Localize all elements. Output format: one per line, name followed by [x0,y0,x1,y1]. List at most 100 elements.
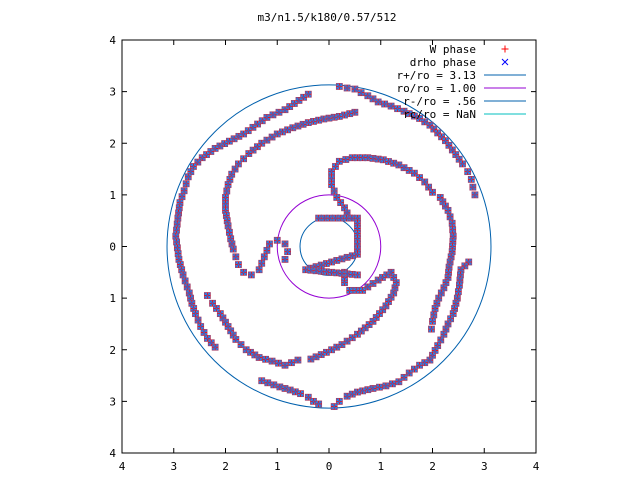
data-point [445,141,453,149]
data-point [446,213,454,221]
data-point [455,155,463,163]
data-point [247,271,255,279]
data-point [242,346,250,354]
data-point [315,214,323,222]
data-point [260,253,268,261]
y-tick-label: 4 [109,34,116,47]
phase-points [172,83,479,410]
data-point [430,125,438,133]
data-point [222,206,229,214]
data-point [328,181,335,188]
legend-label: ro/ro = 1.00 [397,82,476,95]
data-point [376,383,383,391]
data-point [410,365,418,373]
data-point [448,219,456,227]
data-point [369,154,377,162]
data-point [183,283,191,291]
data-point [222,212,230,219]
data-point [369,280,377,287]
data-point [273,236,281,244]
data-point [281,361,289,369]
legend-swatch [501,58,509,66]
data-point [173,220,181,228]
data-point [431,305,439,312]
data-point [333,194,341,201]
circle-rro [166,84,492,409]
data-point [351,85,359,93]
legend-swatch [501,45,509,53]
legend-label: r+/ro = 3.13 [397,69,476,82]
data-point [269,111,277,119]
legend-item: ro/ro = 1.00 [397,82,526,95]
data-point [381,100,389,108]
data-point [262,355,270,363]
data-point [456,276,464,284]
data-point [229,245,237,253]
data-point [421,178,429,186]
legend-label: r-/ro = .56 [403,95,476,108]
data-point [200,329,208,336]
data-point [173,238,180,246]
data-point [337,199,345,207]
data-point [307,355,315,363]
data-point [425,183,433,191]
data-point [176,261,184,268]
data-point [182,180,190,188]
data-point [266,240,273,248]
data-point [235,261,242,268]
data-point [465,258,473,266]
x-tick-label: 4 [533,460,540,473]
data-point [447,253,455,261]
data-point [387,102,395,110]
x-tick-label: 2 [429,460,436,473]
data-point [304,393,312,401]
data-point [343,84,351,92]
data-point [471,191,479,199]
data-point [231,165,239,173]
data-point [180,187,188,195]
data-point [342,156,350,163]
data-point [330,403,338,410]
data-point [429,317,436,325]
data-point [442,325,450,333]
y-tick-label: 1 [109,189,116,202]
x-tick-label: 4 [119,460,126,473]
data-point [198,154,206,162]
y-tick-label: 0 [109,241,116,254]
data-point [338,341,346,348]
data-point [255,266,263,274]
legend-item: rc/ro = NaN [403,108,526,121]
data-point [449,226,457,234]
y-tick-label: 3 [109,395,116,408]
legend-label: W phase [430,43,476,56]
data-point [445,268,452,276]
data-point [240,268,248,276]
data-point [348,252,356,260]
data-point [448,146,456,154]
circle-roro [276,194,382,299]
data-point [437,336,445,344]
data-point [203,292,211,299]
data-point [289,124,297,132]
data-point [444,274,452,281]
data-point [346,286,354,294]
data-point [211,343,219,351]
y-tick-label: 3 [109,86,116,99]
data-point [240,155,248,163]
data-point [209,299,216,307]
data-point [354,388,361,396]
data-point [224,222,232,230]
data-point [440,330,448,338]
data-point [330,187,338,195]
y-tick-label: 1 [109,292,116,305]
data-point [237,341,245,348]
data-point [390,274,398,281]
data-point [354,214,361,222]
data-point [315,400,323,408]
data-point [343,392,351,400]
data-point [258,377,266,385]
data-point [331,214,339,222]
data-point [449,243,456,250]
data-point [264,379,272,387]
